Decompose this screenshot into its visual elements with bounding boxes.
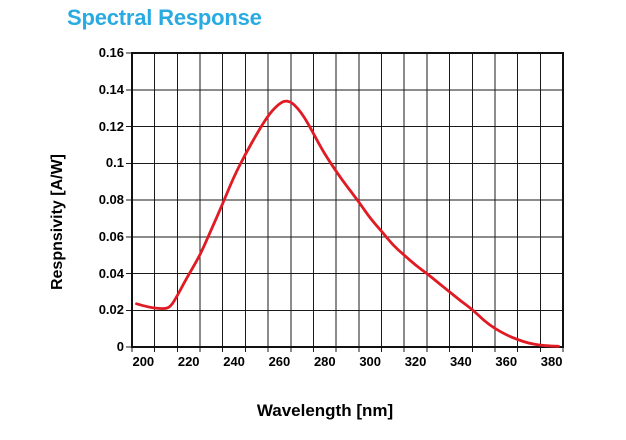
x-tick-label: 300	[359, 354, 382, 369]
y-tick-label: 0	[116, 339, 124, 354]
x-tick-label: 380	[540, 354, 563, 369]
y-tick-label: 0.06	[98, 228, 124, 244]
x-tick-label: 340	[450, 354, 472, 369]
y-tick-label: 0.16	[98, 45, 124, 60]
x-tick-label: 260	[268, 354, 291, 369]
y-tick-label: 0.1	[105, 155, 124, 171]
x-tick-label: 220	[177, 354, 200, 369]
y-tick-label: 0.02	[98, 302, 124, 318]
chart-title: Spectral Response	[67, 5, 262, 30]
plot-area	[126, 52, 564, 352]
y-tick-label: 0.04	[98, 265, 124, 281]
y-tick-label: 0.08	[98, 192, 124, 207]
x-tick-label: 320	[404, 354, 427, 369]
y-tick-label: 0.14	[98, 81, 124, 97]
x-axis-title: Wavelength [nm]	[256, 401, 394, 420]
spectral-response-curve	[135, 99, 560, 348]
x-tick-label: 240	[223, 354, 245, 369]
grid-and-curve-canvas	[126, 52, 564, 352]
x-tick-label: 360	[495, 354, 518, 369]
y-tick-label: 0.12	[98, 118, 124, 134]
x-tick-label: 200	[132, 354, 155, 369]
x-tick-label: 280	[313, 354, 336, 369]
